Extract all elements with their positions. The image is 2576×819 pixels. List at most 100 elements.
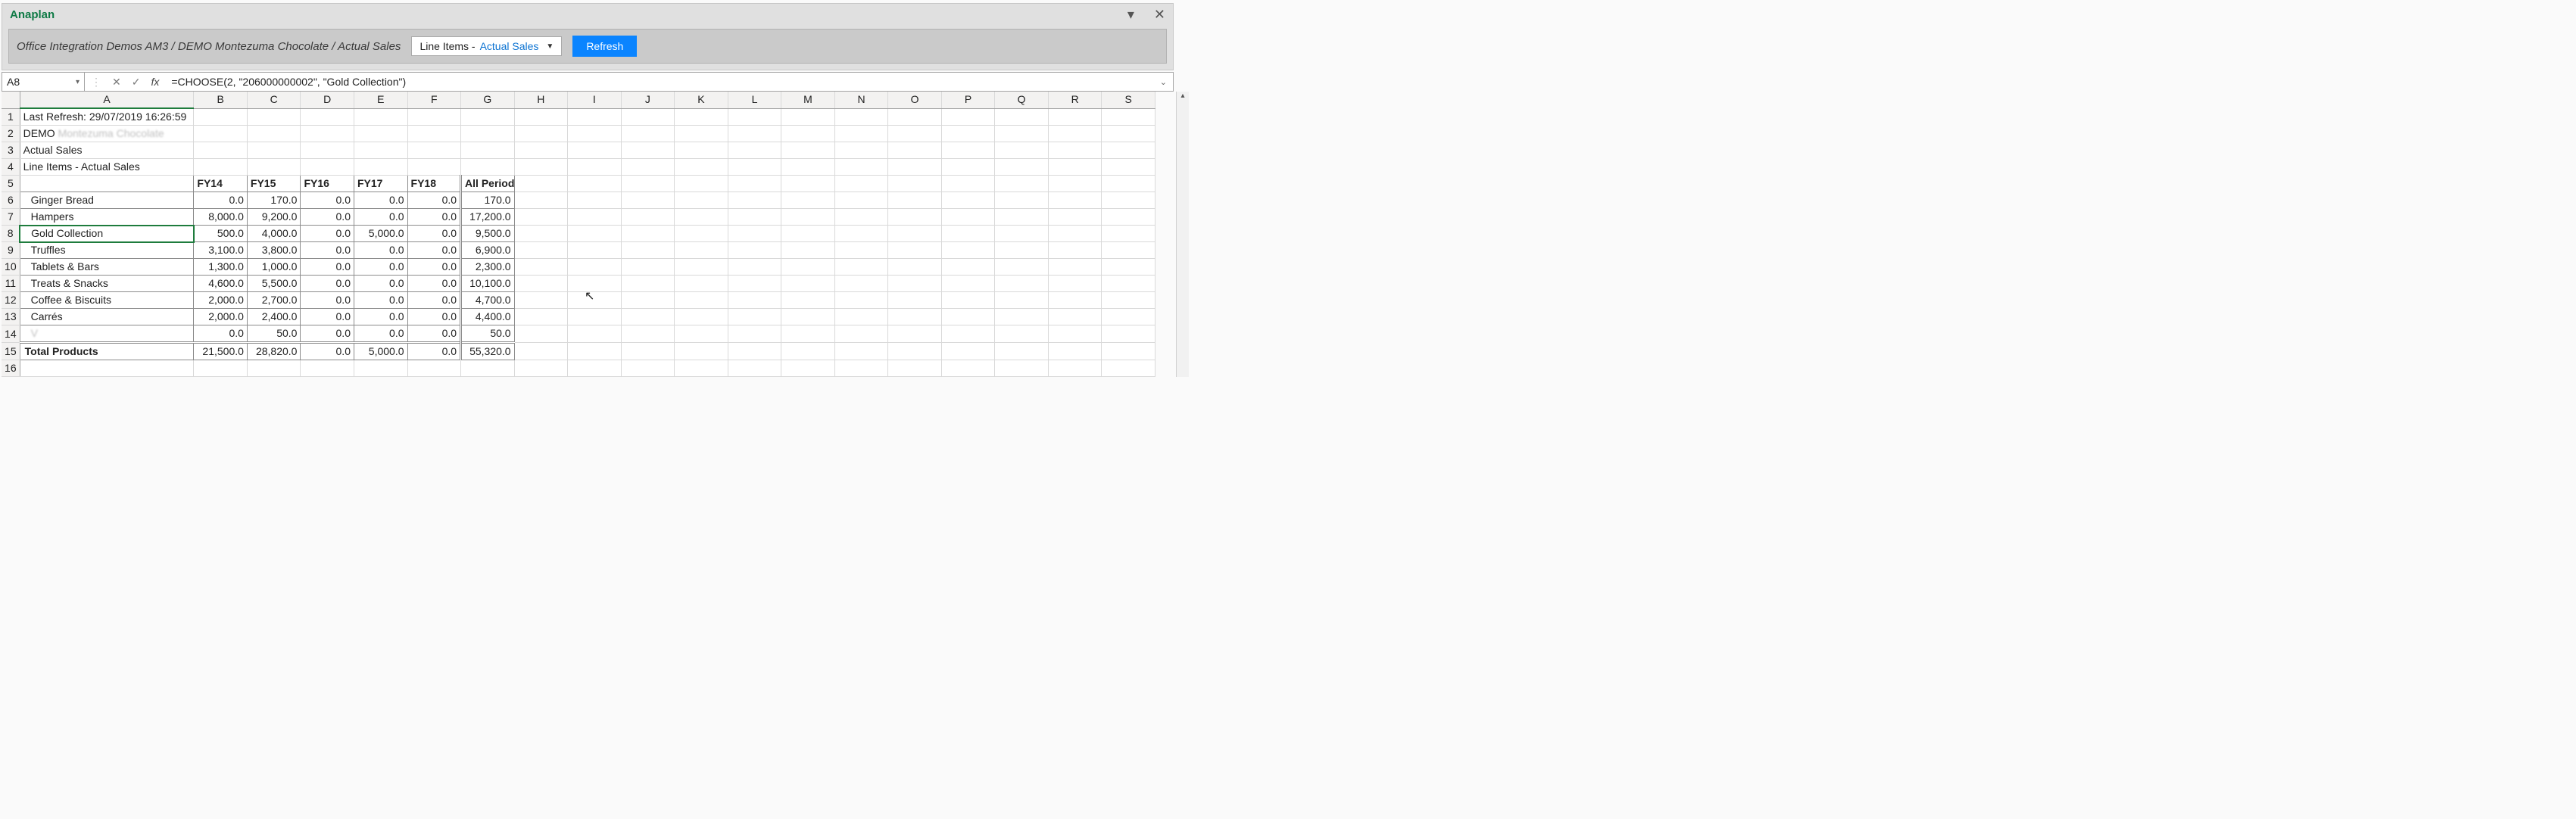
cell[interactable] — [514, 259, 568, 276]
cell[interactable]: Truffles — [20, 242, 194, 259]
cell[interactable] — [247, 142, 301, 159]
cell[interactable] — [568, 242, 622, 259]
cell[interactable] — [194, 159, 248, 176]
cell[interactable] — [461, 360, 515, 377]
cell[interactable] — [834, 126, 888, 142]
cell[interactable] — [1048, 309, 1102, 325]
cell[interactable] — [621, 226, 675, 242]
cell[interactable] — [354, 108, 407, 126]
cell[interactable] — [781, 159, 835, 176]
cell[interactable] — [301, 159, 354, 176]
cell[interactable] — [1102, 108, 1155, 126]
cell[interactable]: 0.0 — [354, 192, 407, 209]
cell[interactable] — [834, 108, 888, 126]
cell[interactable] — [781, 142, 835, 159]
cell[interactable] — [514, 325, 568, 343]
cell[interactable] — [247, 108, 301, 126]
cell[interactable] — [621, 142, 675, 159]
cell[interactable]: 2,400.0 — [247, 309, 301, 325]
cell[interactable] — [728, 360, 781, 377]
cell[interactable]: 0.0 — [354, 209, 407, 226]
cell[interactable] — [1048, 276, 1102, 292]
cell[interactable]: 5,000.0 — [354, 226, 407, 242]
cell[interactable] — [407, 159, 461, 176]
row-header[interactable]: 10 — [2, 259, 20, 276]
cell[interactable]: 0.0 — [301, 292, 354, 309]
cell[interactable] — [461, 108, 515, 126]
cell[interactable] — [1102, 226, 1155, 242]
cell[interactable] — [834, 159, 888, 176]
cell[interactable] — [621, 192, 675, 209]
cell[interactable] — [995, 192, 1049, 209]
cell[interactable] — [781, 226, 835, 242]
cell[interactable] — [675, 209, 728, 226]
cell[interactable] — [675, 259, 728, 276]
cell[interactable] — [888, 360, 942, 377]
column-header[interactable]: S — [1102, 92, 1155, 108]
cell[interactable] — [995, 360, 1049, 377]
cell[interactable] — [1048, 325, 1102, 343]
cell[interactable]: V — [20, 325, 194, 343]
cell[interactable] — [728, 126, 781, 142]
cell[interactable]: 0.0 — [354, 242, 407, 259]
cell[interactable] — [568, 292, 622, 309]
cell[interactable] — [354, 360, 407, 377]
cell[interactable]: Line Items - Actual Sales — [20, 159, 194, 176]
row-header[interactable]: 16 — [2, 360, 20, 377]
cell[interactable]: 0.0 — [407, 242, 461, 259]
cell[interactable] — [675, 242, 728, 259]
cell[interactable] — [995, 176, 1049, 192]
cell[interactable]: 0.0 — [407, 276, 461, 292]
row-header[interactable]: 6 — [2, 192, 20, 209]
cell[interactable] — [514, 226, 568, 242]
cell[interactable]: 0.0 — [407, 259, 461, 276]
cell[interactable] — [301, 360, 354, 377]
cell[interactable] — [941, 126, 995, 142]
cell[interactable] — [995, 276, 1049, 292]
cell[interactable] — [941, 142, 995, 159]
cell[interactable] — [1102, 309, 1155, 325]
cell[interactable] — [1102, 325, 1155, 343]
row-header[interactable]: 3 — [2, 142, 20, 159]
cell[interactable] — [407, 108, 461, 126]
cell[interactable]: 5,500.0 — [247, 276, 301, 292]
cell[interactable] — [888, 276, 942, 292]
row-header[interactable]: 8 — [2, 226, 20, 242]
cell[interactable] — [301, 108, 354, 126]
cell[interactable] — [728, 142, 781, 159]
cell[interactable] — [568, 343, 622, 360]
cell[interactable] — [514, 142, 568, 159]
cell[interactable] — [834, 209, 888, 226]
cell[interactable] — [675, 226, 728, 242]
column-header[interactable]: D — [301, 92, 354, 108]
cell[interactable]: 17,200.0 — [461, 209, 515, 226]
column-header[interactable]: G — [461, 92, 515, 108]
cell[interactable] — [675, 276, 728, 292]
cell[interactable] — [621, 276, 675, 292]
cell[interactable] — [781, 126, 835, 142]
row-header[interactable]: 12 — [2, 292, 20, 309]
cell[interactable]: 0.0 — [301, 276, 354, 292]
cell[interactable]: 2,700.0 — [247, 292, 301, 309]
cell[interactable] — [20, 360, 194, 377]
column-header[interactable]: F — [407, 92, 461, 108]
cell[interactable]: 0.0 — [301, 343, 354, 360]
cell[interactable] — [1102, 292, 1155, 309]
row-header[interactable]: 4 — [2, 159, 20, 176]
cell[interactable] — [781, 276, 835, 292]
line-items-dropdown[interactable]: Line Items - Actual Sales ▼ — [411, 36, 562, 56]
cell[interactable] — [888, 259, 942, 276]
cell[interactable] — [728, 242, 781, 259]
cell[interactable] — [354, 126, 407, 142]
cell[interactable] — [834, 276, 888, 292]
cell[interactable] — [728, 159, 781, 176]
cell[interactable] — [1102, 242, 1155, 259]
cell[interactable]: 9,500.0 — [461, 226, 515, 242]
cell[interactable] — [728, 259, 781, 276]
cell[interactable]: Carrés — [20, 309, 194, 325]
cell[interactable] — [995, 226, 1049, 242]
cell[interactable] — [888, 325, 942, 343]
cell[interactable]: 500.0 — [194, 226, 248, 242]
cell[interactable] — [781, 292, 835, 309]
column-header[interactable]: I — [568, 92, 622, 108]
